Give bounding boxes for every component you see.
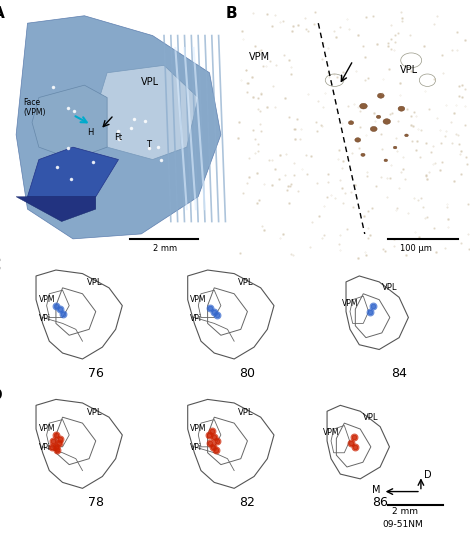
Polygon shape: [16, 16, 221, 239]
Text: Face
(VPM): Face (VPM): [23, 98, 46, 117]
Text: VPM: VPM: [323, 428, 339, 437]
Text: VPi: VPi: [191, 314, 202, 323]
Text: VPM: VPM: [191, 295, 207, 304]
Text: 80: 80: [239, 367, 255, 380]
Text: VPL: VPL: [238, 408, 254, 417]
Text: VPL: VPL: [86, 408, 102, 417]
Text: 82: 82: [239, 496, 255, 509]
Ellipse shape: [348, 121, 354, 125]
Ellipse shape: [377, 93, 384, 98]
Text: VPL: VPL: [238, 279, 254, 287]
Ellipse shape: [384, 159, 388, 162]
Text: 100 μm: 100 μm: [400, 244, 431, 253]
Ellipse shape: [398, 106, 405, 111]
Polygon shape: [16, 197, 96, 222]
Text: VPM: VPM: [342, 299, 358, 308]
Ellipse shape: [376, 115, 381, 119]
Text: VPi: VPi: [191, 444, 202, 452]
Text: M: M: [372, 485, 380, 495]
Text: VPM: VPM: [191, 424, 207, 433]
Text: VPM: VPM: [248, 52, 270, 63]
Text: VPi: VPi: [39, 314, 51, 323]
Ellipse shape: [393, 146, 397, 149]
Text: T: T: [146, 140, 151, 149]
Text: D: D: [0, 388, 2, 403]
Text: 86: 86: [372, 496, 388, 509]
Text: Ft: Ft: [114, 133, 122, 142]
Text: 09-51NM: 09-51NM: [383, 520, 423, 529]
Ellipse shape: [361, 153, 365, 156]
Text: H: H: [87, 128, 93, 137]
Ellipse shape: [355, 138, 361, 142]
Polygon shape: [32, 85, 107, 160]
Polygon shape: [96, 65, 198, 160]
Text: VPL: VPL: [141, 77, 159, 87]
Ellipse shape: [401, 53, 422, 68]
Ellipse shape: [360, 103, 367, 109]
Ellipse shape: [383, 119, 391, 125]
Text: VPL: VPL: [86, 279, 102, 287]
Ellipse shape: [325, 74, 344, 86]
Text: VPL: VPL: [382, 283, 397, 292]
Ellipse shape: [405, 134, 408, 137]
Polygon shape: [27, 147, 118, 197]
Text: VPL: VPL: [363, 412, 378, 421]
Text: 76: 76: [88, 367, 104, 380]
Ellipse shape: [370, 127, 377, 132]
Text: VPM: VPM: [39, 295, 55, 304]
Text: VPi: VPi: [39, 444, 51, 452]
Text: B: B: [226, 6, 237, 21]
Ellipse shape: [419, 74, 436, 86]
Text: VPL: VPL: [400, 65, 418, 75]
Text: 78: 78: [88, 496, 104, 509]
Text: D: D: [424, 471, 432, 480]
Text: 2 mm: 2 mm: [153, 244, 177, 253]
Text: VPM: VPM: [39, 424, 55, 433]
Text: 2 mm: 2 mm: [392, 507, 418, 516]
Text: 84: 84: [391, 367, 407, 380]
Text: A: A: [0, 6, 5, 21]
